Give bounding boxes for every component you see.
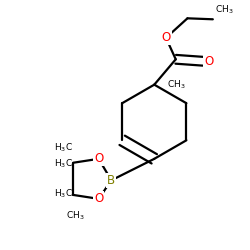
Text: B: B — [107, 174, 116, 187]
Text: H$_3$C: H$_3$C — [54, 158, 73, 170]
Text: O: O — [94, 192, 103, 205]
Text: H$_3$C: H$_3$C — [54, 188, 73, 200]
Text: O: O — [94, 152, 103, 165]
Text: CH$_3$: CH$_3$ — [215, 4, 234, 16]
Text: O: O — [204, 55, 213, 68]
Text: H$_3$C: H$_3$C — [54, 142, 73, 154]
Text: CH$_3$: CH$_3$ — [167, 78, 186, 91]
Text: CH$_3$: CH$_3$ — [66, 210, 84, 222]
Text: O: O — [161, 31, 170, 44]
